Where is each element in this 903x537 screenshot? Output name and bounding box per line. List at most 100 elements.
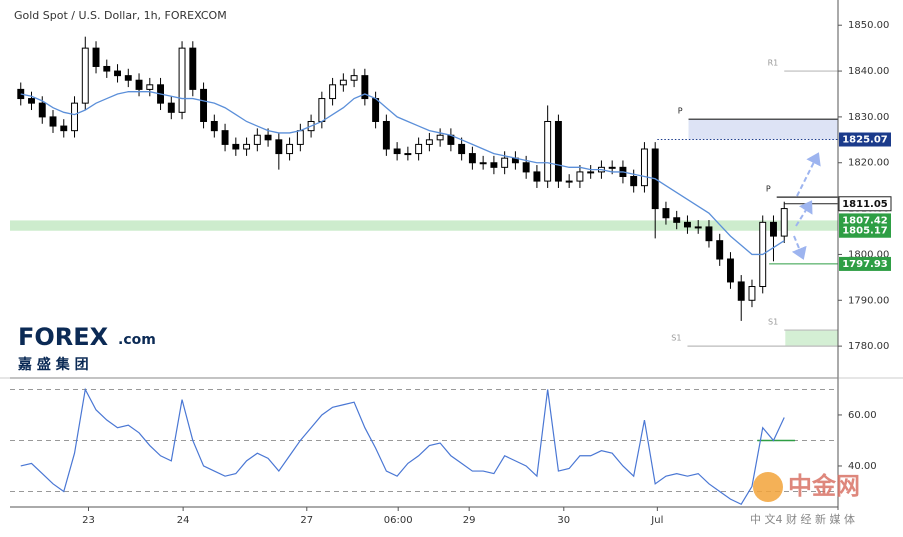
candle-body	[221, 130, 229, 145]
candle-body	[393, 148, 401, 155]
price-label-box	[839, 132, 891, 147]
y-tick-label: 1820.00	[848, 158, 889, 169]
y-tick-label: 1790.00	[848, 295, 889, 306]
candle-body	[60, 125, 68, 132]
x-tick-label: 29	[463, 515, 476, 526]
zone	[785, 330, 838, 347]
price-label-box	[839, 223, 891, 238]
candle-body	[103, 65, 111, 72]
x-tick-label: 24	[177, 515, 190, 526]
x-tick-label: 27	[300, 515, 313, 526]
candle-body	[200, 88, 208, 122]
candle-body	[468, 153, 476, 164]
y-tick-label: 40.00	[848, 461, 877, 472]
candle-body	[146, 84, 154, 90]
candle-body	[630, 175, 638, 187]
candle-body	[533, 171, 541, 182]
zone	[10, 220, 838, 231]
x-tick-label: 30	[557, 515, 570, 526]
zone	[688, 119, 838, 140]
rsi-line	[20, 387, 785, 506]
candle-body	[178, 47, 186, 113]
x-tick-label: 06:00	[384, 515, 413, 526]
candle-body	[232, 143, 240, 150]
price-label: 1807.42	[842, 215, 888, 226]
x-tick-label: 23	[82, 515, 95, 526]
candle-body	[114, 70, 121, 77]
y-tick-label: 60.00	[848, 410, 877, 421]
watermark-name: 中金网	[788, 472, 860, 500]
candle-body	[490, 162, 498, 168]
candle-body	[124, 75, 132, 81]
candle-body	[372, 98, 380, 122]
watermark-icon	[753, 472, 783, 502]
price-label: 1805.17	[842, 226, 888, 237]
candle-body	[425, 139, 433, 145]
candle-body	[576, 171, 584, 182]
plot-layer: 1780.001790.001800.001810.001820.001830.…	[10, 20, 889, 526]
candle-body	[770, 221, 777, 237]
candle-body	[350, 75, 358, 81]
candle-body	[49, 116, 57, 127]
candle-body	[705, 226, 713, 242]
price-label: 1797.93	[842, 259, 888, 270]
arrow-down	[791, 235, 807, 260]
candle-body	[694, 226, 702, 229]
candle-body	[587, 171, 595, 174]
candle-body	[522, 162, 530, 173]
pivot-label: P	[766, 185, 771, 194]
candle-body	[748, 286, 756, 301]
candle-body	[296, 130, 304, 145]
candle-body	[640, 148, 648, 187]
logo-sub: 嘉 盛 集 团	[17, 356, 89, 373]
candle-body	[436, 134, 444, 141]
candle-body	[554, 120, 562, 182]
price-label: 1825.07	[842, 135, 888, 146]
candle-body	[210, 120, 218, 132]
arrow-up-short	[795, 200, 813, 227]
candle-body	[382, 120, 390, 150]
candle-body	[38, 102, 46, 118]
candle-body	[361, 75, 369, 100]
candle-body	[81, 47, 89, 104]
candle-body	[565, 180, 573, 183]
logo-suffix: .com	[118, 332, 156, 348]
candle-body	[264, 134, 272, 141]
y-tick-label: 1840.00	[848, 66, 889, 77]
price-label-box	[838, 196, 892, 212]
moving-average	[20, 91, 785, 256]
candle-body	[275, 139, 283, 155]
price-label-box	[839, 256, 891, 271]
candle-body	[318, 98, 326, 122]
chart-title: Gold Spot / U.S. Dollar, 1h, FOREXCOM	[14, 9, 227, 22]
candle-body	[780, 208, 788, 237]
x-tick-label: Jul	[650, 515, 663, 526]
candle-body	[716, 240, 724, 260]
price-label: 1811.05	[842, 199, 888, 210]
candle-body	[501, 157, 509, 168]
candle-body	[253, 134, 261, 145]
pivot-label: S1	[671, 334, 681, 343]
candle-body	[167, 102, 175, 113]
y-tick-label: 1830.00	[848, 112, 889, 123]
candle-body	[135, 79, 143, 90]
y-tick-label: 1800.00	[848, 249, 889, 260]
watermark-sub: 中 文4 财 经 新 媒 体	[750, 512, 855, 526]
candle-body	[608, 166, 616, 169]
y-tick-label: 1850.00	[848, 20, 889, 31]
candle-body	[683, 221, 691, 228]
candle-body	[479, 162, 487, 165]
candle-body	[415, 143, 423, 155]
candle-body	[727, 258, 734, 283]
candle-body	[404, 153, 412, 156]
candle-body	[28, 98, 35, 104]
candle-body	[673, 217, 681, 223]
candle-body	[92, 47, 100, 67]
y-tick-label: 1780.00	[848, 341, 889, 352]
candle-body	[737, 281, 745, 301]
arrow-up	[796, 152, 821, 197]
pivot-label: R1	[768, 59, 779, 68]
candle-body	[662, 208, 670, 219]
candle-body	[329, 84, 337, 100]
